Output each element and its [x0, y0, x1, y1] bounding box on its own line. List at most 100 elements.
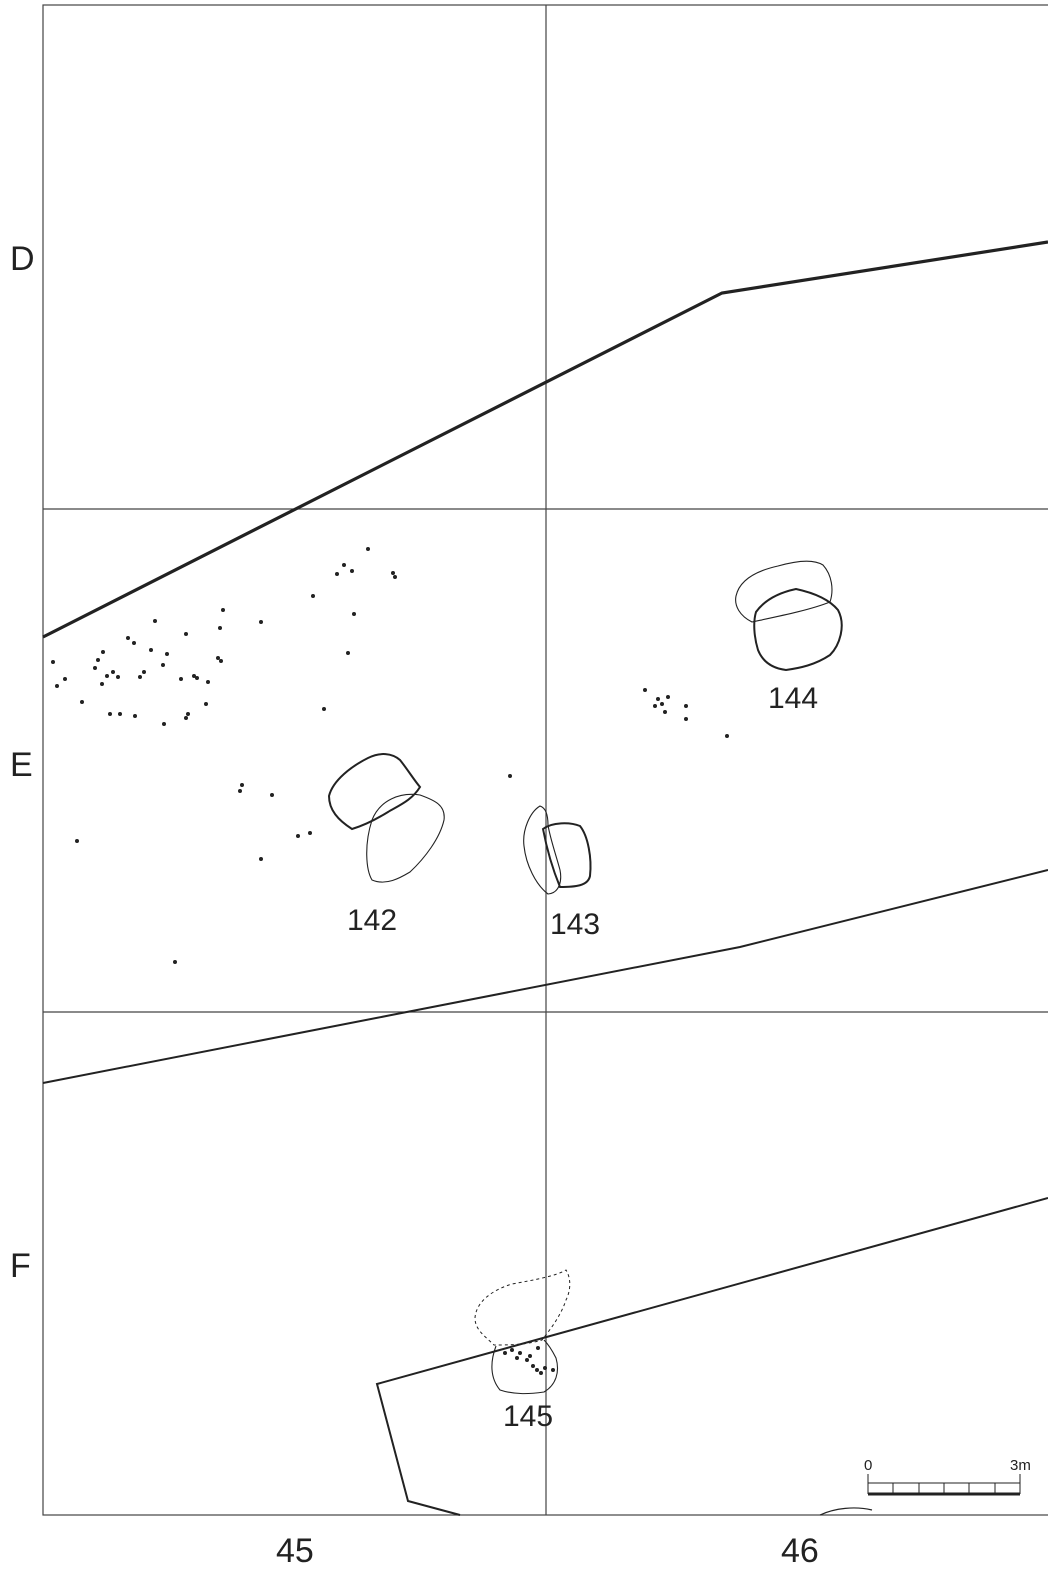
artifact-dot: [195, 676, 199, 680]
artifact-dot: [149, 648, 153, 652]
artifact-dot: [179, 677, 183, 681]
artifact-dot: [684, 717, 688, 721]
artifact-dot: [510, 1348, 514, 1352]
feature-145: [474, 1269, 571, 1395]
artifact-dot: [216, 656, 220, 660]
artifact-dot: [535, 1368, 539, 1372]
artifact-dot: [503, 1351, 507, 1355]
artifact-dot: [116, 675, 120, 679]
artifact-dot: [311, 594, 315, 598]
row-label-e: E: [10, 746, 33, 784]
artifact-dot: [165, 652, 169, 656]
feature-label-145: 145: [503, 1400, 553, 1433]
artifact-dot: [240, 783, 244, 787]
scale-label-start: 0: [864, 1457, 872, 1474]
feature-144-outer-outline: [735, 560, 833, 623]
artifact-dot: [660, 702, 664, 706]
artifact-scatter: [51, 547, 729, 1375]
map-frame: [42, 4, 1048, 1516]
feature-143-stone: [541, 822, 592, 889]
artifact-dot: [391, 571, 395, 575]
artifact-dot: [238, 789, 242, 793]
artifact-dot: [543, 1366, 547, 1370]
artifact-dot: [108, 712, 112, 716]
artifact-dot: [161, 663, 165, 667]
artifact-dot: [173, 960, 177, 964]
artifact-dot: [653, 704, 657, 708]
artifact-dot: [204, 702, 208, 706]
scale-bar: [867, 1474, 1021, 1496]
feature-label-142: 142: [347, 904, 397, 937]
artifact-dot: [133, 714, 137, 718]
artifact-dot: [525, 1358, 529, 1362]
artifact-dot: [518, 1351, 522, 1355]
feature-144: [735, 560, 843, 672]
artifact-dot: [111, 670, 115, 674]
artifact-dot: [322, 707, 326, 711]
trench-south-edge: [375, 1197, 1048, 1516]
row-label-d: D: [10, 240, 35, 278]
feature-142-outer-outline: [366, 793, 445, 883]
artifact-dot: [551, 1368, 555, 1372]
artifact-dot: [350, 569, 354, 573]
artifact-dot: [63, 677, 67, 681]
artifact-dot: [126, 636, 130, 640]
artifact-dot: [55, 684, 59, 688]
column-label-46: 46: [781, 1532, 819, 1569]
artifact-dot: [515, 1356, 519, 1360]
artifact-dot: [100, 682, 104, 686]
artifact-dot: [142, 670, 146, 674]
artifact-dot: [663, 710, 667, 714]
artifact-dot: [684, 704, 688, 708]
artifact-dot: [218, 626, 222, 630]
feature-145-dashed-outline: [474, 1269, 571, 1346]
artifact-dot: [508, 774, 512, 778]
scale-label-end: 3m: [1010, 1457, 1031, 1474]
trench-upper-edge: [42, 240, 1048, 639]
artifact-dot: [346, 651, 350, 655]
artifact-dot: [184, 632, 188, 636]
row-label-f: F: [10, 1247, 31, 1285]
feature-143: [523, 805, 592, 895]
artifact-dot: [206, 680, 210, 684]
artifact-dot: [219, 659, 223, 663]
artifact-dot: [101, 650, 105, 654]
artifact-dot: [539, 1371, 543, 1375]
artifact-dot: [192, 674, 196, 678]
artifact-dot: [75, 839, 79, 843]
artifact-dot: [186, 712, 190, 716]
feature-145-solid-outline: [491, 1339, 559, 1395]
artifact-dot: [105, 674, 109, 678]
artifact-dot: [643, 688, 647, 692]
artifact-dot: [342, 563, 346, 567]
artifact-dot: [366, 547, 370, 551]
artifact-dot: [308, 831, 312, 835]
artifact-dot: [666, 695, 670, 699]
artifact-dot: [528, 1354, 532, 1358]
artifact-dot: [725, 734, 729, 738]
artifact-dot: [335, 572, 339, 576]
artifact-dot: [132, 641, 136, 645]
artifact-dot: [93, 666, 97, 670]
artifact-dot: [259, 857, 263, 861]
column-label-45: 45: [276, 1532, 314, 1569]
artifact-dot: [536, 1346, 540, 1350]
artifact-dot: [352, 612, 356, 616]
artifact-dot: [270, 793, 274, 797]
artifact-dot: [656, 697, 660, 701]
artifact-dot: [259, 620, 263, 624]
artifact-dot: [153, 619, 157, 623]
artifact-dot: [184, 716, 188, 720]
feature-label-144: 144: [768, 682, 818, 715]
artifact-dot: [138, 675, 142, 679]
feature-142-stone: [327, 753, 422, 831]
artifact-dot: [162, 722, 166, 726]
feature-144-stone: [753, 587, 843, 672]
artifact-dot: [118, 712, 122, 716]
edge-fragment: [819, 1507, 873, 1516]
artifact-dot: [96, 658, 100, 662]
feature-143-outer-outline: [523, 805, 562, 895]
trench-lower-edge: [42, 869, 1048, 1084]
feature-label-143: 143: [550, 908, 600, 941]
